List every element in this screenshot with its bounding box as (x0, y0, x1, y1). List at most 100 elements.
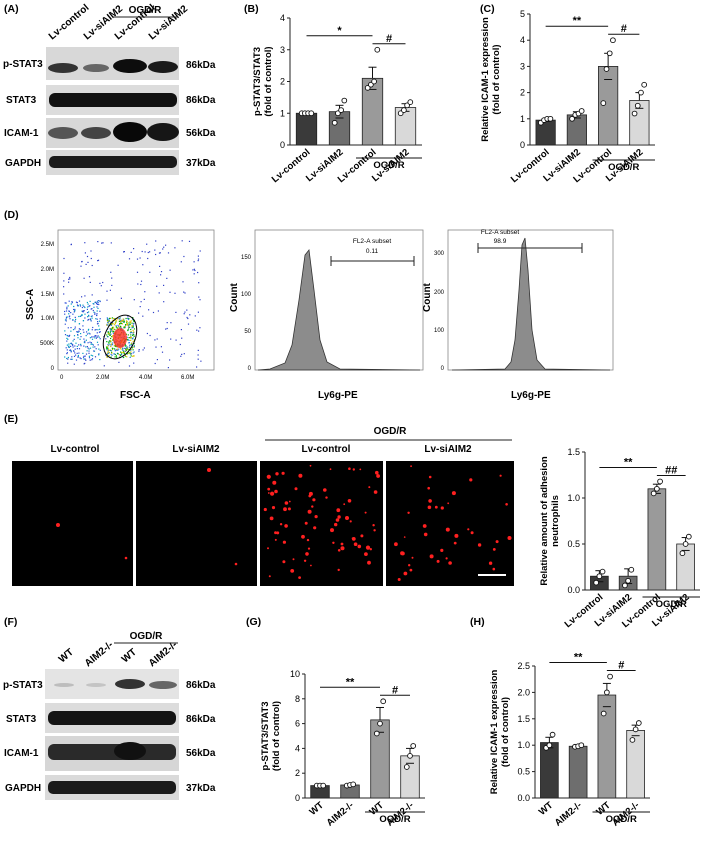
data-point (685, 533, 692, 540)
flow-scatter-plot: 2.5M 2.0M 1.5M 1.0M 500K 0 0 2.0M 4.0M 6… (25, 229, 215, 401)
bar-chart-h: 0.0 0.5 1.0 1.5 2.0 2.5 Relative ICAM-1 expres… (489, 652, 650, 829)
data-point (625, 577, 631, 584)
row-label: STAT3 (6, 95, 37, 106)
axis-tick: 2.0M (41, 267, 54, 273)
flow-histogram-sorted: FL2-A subset 98.9 300 200 100 0 Count Ly… (422, 229, 614, 401)
y-axis-label: (fold of control) (263, 46, 274, 116)
data-point (629, 737, 636, 743)
axis-tick: 300 (434, 251, 445, 257)
image-label: Lv-control (302, 444, 351, 455)
data-point (401, 107, 407, 113)
group-label: OGD/R (606, 814, 637, 825)
y-tick-label: 3 (280, 45, 285, 55)
data-point (634, 102, 641, 109)
y-tick-label: 4 (295, 743, 300, 753)
y-tick-label: 5 (520, 9, 525, 19)
data-point (604, 689, 610, 696)
panel-letter-e: (E) (4, 413, 18, 425)
axis-tick: 0 (51, 366, 55, 372)
group-label: OGD/R (129, 5, 163, 16)
bar (598, 66, 619, 146)
bar (540, 742, 559, 799)
significance-label: # (392, 684, 398, 696)
group-label: OGD/R (379, 814, 410, 825)
significance-label: # (386, 33, 392, 45)
panel-letter-g: (G) (246, 616, 261, 628)
y-tick-label: 1.5 (517, 714, 530, 724)
data-point (635, 720, 642, 726)
data-point (410, 743, 417, 749)
bar (568, 745, 588, 799)
data-point (657, 478, 663, 485)
data-point (578, 742, 585, 749)
group-label: OGD/R (374, 426, 408, 437)
western-blot-a: Lv-control Lv-siAIM2 Lv-control Lv-siAIM… (3, 2, 216, 175)
bar (597, 694, 617, 799)
group-label: OGD/R (373, 160, 404, 171)
data-point (377, 720, 383, 727)
data-point (331, 119, 338, 126)
data-point (569, 115, 575, 122)
y-tick-label: 1.0 (567, 493, 580, 503)
data-point (600, 710, 607, 717)
kda-label: 86kDa (186, 95, 216, 106)
row-label: ICAM-1 (4, 128, 39, 139)
axis-tick: 2.0M (96, 375, 109, 381)
axis-tick: 0 (60, 375, 64, 381)
western-blot-f: WT AIM2-/- WT AIM2-/- OGD/R p-STAT3 STAT… (3, 631, 216, 800)
axis-tick: 2.5M (41, 242, 54, 248)
y-tick-label: 2 (520, 88, 525, 98)
axis-label: Count (422, 282, 433, 312)
data-point (607, 673, 613, 680)
axis-tick: 1.0M (41, 316, 54, 322)
gate-label: FL2-A subset (481, 229, 519, 236)
row-label: STAT3 (6, 714, 37, 725)
data-point (593, 579, 600, 586)
data-point (547, 115, 554, 122)
data-point (682, 541, 689, 547)
data-point (380, 698, 387, 705)
y-tick-label: 0 (520, 140, 525, 150)
data-point (603, 66, 610, 72)
data-point (407, 752, 413, 759)
bar (400, 755, 420, 799)
gate-value: 0.11 (366, 248, 379, 255)
panel-letter-h: (H) (470, 616, 485, 628)
group-label: OGD/R (130, 631, 164, 642)
data-point (578, 108, 585, 114)
flow-histogram-control: FL2-A subset 0.11 150 100 50 0 Count Ly6… (229, 229, 424, 401)
data-point (308, 110, 315, 117)
row-label: GAPDH (5, 783, 41, 794)
axis-tick: 50 (244, 329, 251, 335)
bar (328, 111, 351, 146)
y-tick-label: 3 (520, 61, 525, 71)
axis-label: Ly6g-PE (318, 390, 358, 401)
row-label: p-STAT3 (3, 59, 43, 70)
group-label: OGD/R (608, 162, 639, 173)
data-point (679, 550, 686, 557)
data-point (632, 726, 639, 733)
bar-chart-e: 0.0 0.5 1.0 1.5 Relative amount of adhesion n… (539, 447, 700, 630)
axis-label: FSC-A (120, 390, 151, 401)
y-tick-label: 1 (280, 108, 285, 118)
y-axis-label: Relative amount of adhesion (539, 456, 550, 586)
row-label: p-STAT3 (3, 680, 43, 691)
y-tick-label: 2 (295, 768, 300, 778)
axis-label: Count (229, 282, 240, 312)
data-point (373, 730, 380, 737)
y-axis-label: neutrophils (550, 495, 561, 547)
x-tick-label: AIM2-/- (325, 800, 356, 829)
data-point (546, 742, 553, 749)
y-tick-label: 0.0 (567, 585, 580, 595)
kda-label: 56kDa (186, 748, 216, 759)
lane-label: WT (57, 647, 76, 665)
kda-label: 86kDa (186, 680, 216, 691)
y-axis-label: (fold of control) (271, 701, 282, 771)
significance-label: # (618, 660, 624, 672)
data-point (403, 764, 410, 770)
row-label: GAPDH (5, 158, 41, 169)
data-point (606, 50, 613, 57)
y-axis-label: p-STAT3/STAT3 (252, 47, 263, 116)
y-axis-label: (fold of control) (491, 44, 502, 114)
